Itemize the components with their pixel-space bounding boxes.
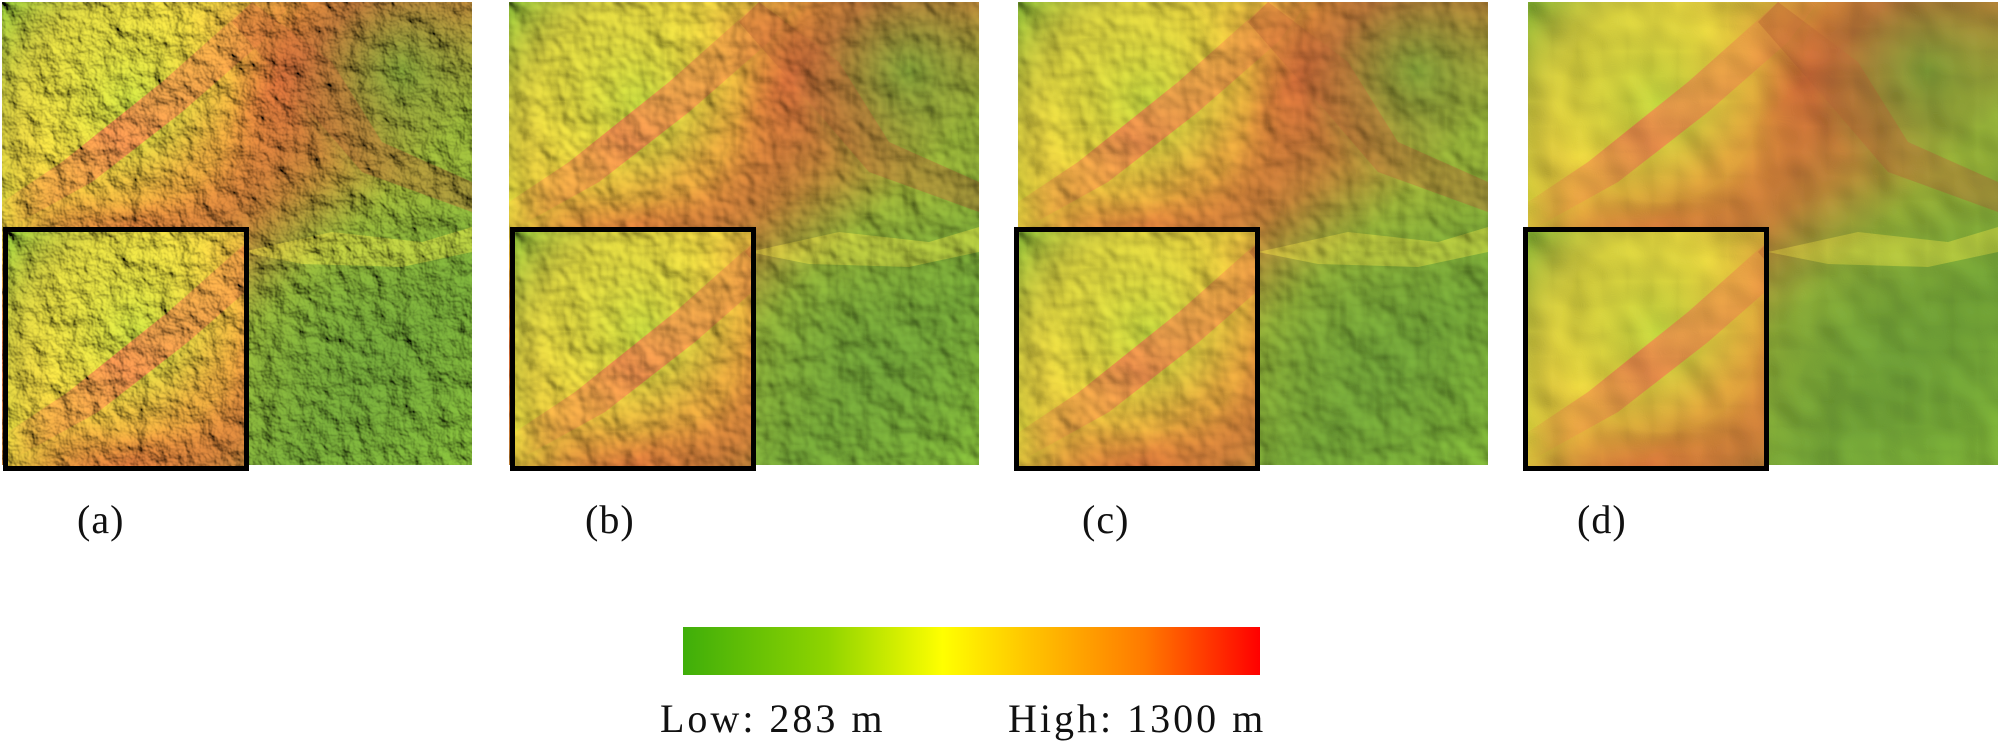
panel-label-a: (a) <box>77 497 125 542</box>
inset-terrain-b <box>515 232 751 466</box>
inset-terrain-a <box>8 232 244 466</box>
panel-label-d: (d) <box>1577 497 1627 542</box>
legend-high-label: High: 1300 m <box>1008 696 1267 741</box>
inset-terrain-c <box>1019 232 1255 466</box>
zoom-inset-a <box>3 227 249 471</box>
zoom-inset-d <box>1523 227 1769 471</box>
inset-terrain-d <box>1528 232 1764 466</box>
legend-low-label: Low: 283 m <box>660 696 886 741</box>
zoom-inset-c <box>1014 227 1260 471</box>
panel-label-c: (c) <box>1082 497 1130 542</box>
zoom-inset-b <box>510 227 756 471</box>
panel-label-b: (b) <box>585 497 635 542</box>
elevation-colorbar <box>683 627 1260 675</box>
